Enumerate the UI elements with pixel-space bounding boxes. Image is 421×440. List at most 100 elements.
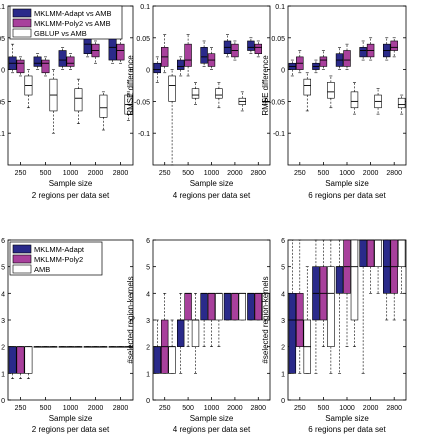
x-tick-label: 250 [15, 170, 27, 177]
box-body [16, 59, 25, 74]
box-3-2000 [99, 346, 108, 348]
box-3-1000 [74, 346, 83, 348]
panel-caption: 6 regions per data set [308, 425, 386, 434]
legend-swatch [12, 18, 32, 28]
box-3-2000 [238, 292, 246, 321]
box-1-250 [8, 43, 17, 74]
box-body [350, 91, 359, 109]
x-tick-label: 2800 [113, 170, 129, 177]
box-1-500 [177, 56, 185, 77]
y-tick-label: 4 [1, 291, 5, 298]
panel-1: -0.1 -0.05 0 0.05 0.1 250 500 1000 2000 2800 Sampl… [0, 4, 134, 200]
box-3-2000 [374, 239, 382, 294]
x-tick-label: 1000 [63, 405, 79, 412]
x-tick-label: 250 [294, 405, 306, 412]
box-body [168, 75, 176, 102]
y-axis-label: RMSE difference [126, 55, 135, 116]
box-body [66, 56, 75, 67]
box-3-250 [168, 319, 176, 374]
box-2-250 [16, 56, 25, 77]
box-3-2800 [397, 94, 406, 115]
x-tick-label: 2000 [363, 170, 379, 177]
box-body [374, 239, 382, 267]
y-axis-label: #selected region-kernels [261, 276, 270, 363]
box-2-1000 [66, 53, 75, 70]
box-body [397, 97, 406, 109]
box-body [99, 94, 108, 118]
box-2-2800 [116, 346, 125, 348]
box-body [343, 50, 351, 67]
box-body [366, 239, 375, 267]
x-tick-label: 250 [15, 405, 27, 412]
y-tick-label: 3 [281, 318, 285, 325]
box-3-500 [327, 75, 335, 109]
legend-swatch [12, 264, 32, 274]
box-body [319, 56, 328, 67]
box-3-1000 [74, 78, 83, 124]
box-body [359, 47, 367, 58]
legend-swatch [12, 254, 32, 264]
box-body [200, 293, 208, 321]
x-tick-label: 2000 [363, 405, 379, 412]
box-3-2800 [124, 346, 133, 348]
y-tick-label: 0.1 [140, 4, 150, 11]
y-tick-label: 0 [281, 398, 285, 405]
box-body [359, 239, 367, 267]
y-tick-label: 0 [1, 68, 5, 75]
box-1-2000 [359, 239, 367, 374]
legend-label: GBLUP vs AMB [34, 29, 87, 38]
box-1-2800 [108, 346, 117, 348]
box-2-250 [296, 50, 304, 74]
x-axis-label: Sample size [49, 179, 93, 188]
box-2-250 [161, 293, 169, 374]
box-body [33, 56, 42, 67]
box-body [41, 59, 50, 74]
legend-label: MKLMM-Adapt [34, 245, 85, 254]
box-body [24, 346, 33, 374]
y-tick-label: -0.1 [273, 131, 285, 138]
box-1-500 [33, 53, 42, 70]
box-body [247, 293, 255, 321]
box-1-1000 [335, 239, 344, 374]
x-tick-label: 250 [159, 170, 171, 177]
box-3-250 [24, 346, 33, 379]
y-axis-label: RMSE difference [261, 55, 270, 116]
x-axis-label: Sample size [325, 179, 369, 188]
panel-5: 0 1 2 3 4 5 6 250 500 1000 2000 2800 Sample size #sel… [126, 238, 271, 434]
x-tick-label: 500 [40, 405, 52, 412]
y-tick-label: 6 [1, 238, 5, 245]
legend-swatch [12, 28, 32, 38]
box-body [184, 293, 192, 321]
y-tick-label: 4 [146, 291, 150, 298]
box-body [191, 88, 200, 99]
box-body [116, 43, 125, 61]
box-body [215, 293, 223, 321]
legend-label: MKLMM-Poly2 vs AMB [34, 19, 111, 28]
box-1-2000 [83, 346, 92, 348]
box-2-1000 [66, 346, 75, 348]
box-body [184, 43, 192, 67]
box-body [74, 88, 83, 112]
x-tick-label: 1000 [63, 170, 79, 177]
y-tick-label: 1 [1, 371, 5, 378]
x-tick-label: 2800 [251, 405, 267, 412]
box-2-2000 [91, 40, 100, 64]
y-tick-label: 0.1 [0, 4, 5, 11]
panel-3: -0.1 -0.05 0 0.05 0.1 250 500 1000 2000 2800 Sampl… [261, 4, 407, 200]
x-axis-label: Sample size [190, 179, 234, 188]
x-tick-label: 500 [318, 170, 330, 177]
box-body [247, 40, 255, 51]
box-body [390, 40, 398, 51]
legend-label: AMB [34, 265, 50, 274]
box-3-2800 [124, 91, 133, 121]
y-tick-label: 0.05 [271, 36, 285, 43]
panel-caption: 2 regions per data set [32, 425, 110, 434]
box-body [327, 266, 335, 347]
x-axis-label: Sample size [49, 414, 93, 423]
box-1-2000 [223, 292, 232, 321]
panel-6: 0 1 2 3 4 5 6 250 500 1000 2000 2800 Sample size #sel… [261, 238, 407, 434]
box-body [191, 319, 200, 347]
box-1-500 [312, 59, 320, 74]
y-tick-label: 0 [146, 398, 150, 405]
